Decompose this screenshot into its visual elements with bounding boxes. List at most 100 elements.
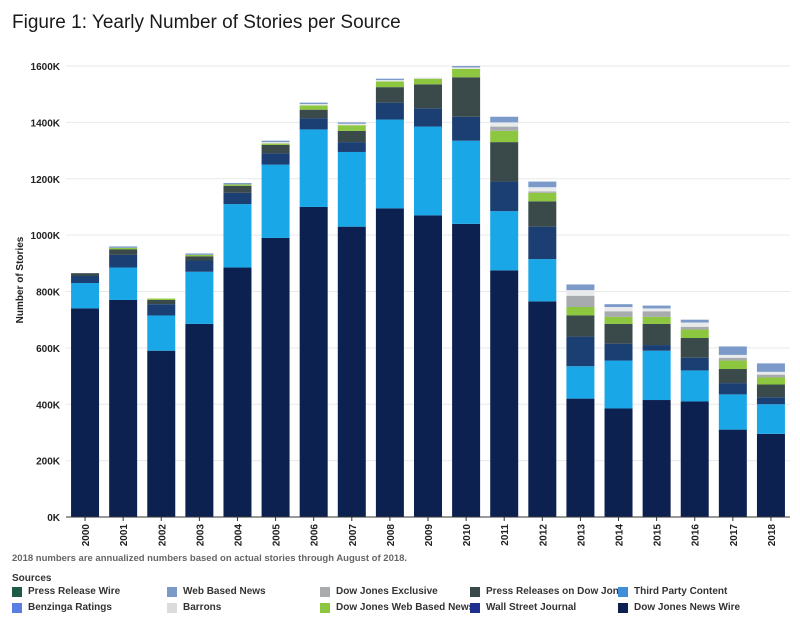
bar-segment bbox=[566, 336, 595, 367]
x-tick-label: 2001 bbox=[119, 524, 130, 547]
legend-item[interactable]: Press Releases on Dow Jon.. bbox=[470, 586, 624, 597]
bar-segment bbox=[223, 182, 252, 185]
bar-segment bbox=[528, 301, 557, 517]
bar-segment bbox=[490, 122, 519, 127]
bar-segment bbox=[337, 125, 366, 131]
legend-label: Press Release Wire bbox=[28, 586, 121, 597]
bar-segment bbox=[604, 307, 633, 312]
bar-segment bbox=[604, 316, 633, 324]
x-tick-label: 2010 bbox=[462, 524, 473, 547]
legend-item[interactable]: Third Party Content bbox=[618, 586, 727, 597]
bar-segment bbox=[528, 201, 557, 227]
bar-segment bbox=[718, 429, 747, 517]
legend-item[interactable]: Dow Jones News Wire bbox=[618, 602, 740, 613]
bar-segment bbox=[528, 191, 557, 193]
legend-item[interactable]: Barrons bbox=[167, 602, 221, 613]
y-tick-label: 1600K bbox=[31, 62, 61, 73]
legend-item[interactable]: Press Release Wire bbox=[12, 586, 120, 597]
bar-segment bbox=[185, 260, 214, 272]
bar-segment bbox=[109, 249, 138, 255]
legend-label: Dow Jones Exclusive bbox=[336, 586, 438, 597]
y-tick-label: 200K bbox=[36, 457, 61, 468]
bar-segment bbox=[414, 215, 442, 518]
bar-segment bbox=[337, 123, 366, 126]
bar-segment bbox=[261, 142, 290, 144]
bar-segment bbox=[109, 267, 138, 300]
bar-segment bbox=[566, 307, 595, 316]
x-axis-ticks: 2000 2001 2002 2003 2004 2005 2006 2007 2008 2009… bbox=[81, 517, 778, 546]
bar-segment bbox=[337, 130, 366, 143]
bar-segment bbox=[147, 350, 176, 517]
y-tick-label: 1400K bbox=[31, 118, 61, 129]
bar-segment bbox=[337, 151, 366, 227]
x-tick-label: 2002 bbox=[157, 524, 168, 547]
legend-item[interactable]: Benzinga Ratings bbox=[12, 602, 112, 613]
bar-segment bbox=[452, 140, 481, 224]
bar-segment bbox=[718, 383, 747, 395]
bar-segment bbox=[375, 119, 404, 209]
bar-segment bbox=[147, 304, 176, 316]
bar-segment bbox=[642, 350, 671, 401]
bar-segment bbox=[261, 143, 290, 145]
bar-segment bbox=[642, 345, 671, 351]
bar-segment bbox=[299, 102, 328, 105]
bar-segment bbox=[604, 323, 633, 344]
bar-segment bbox=[261, 140, 290, 143]
bar-segment bbox=[414, 84, 442, 109]
bar-segment bbox=[718, 394, 747, 430]
bar-segment bbox=[604, 311, 633, 317]
y-tick-label: 800K bbox=[36, 288, 61, 299]
legend-label: Web Based News bbox=[183, 586, 266, 597]
stacked-bar-chart: 0K 200K 400K 600K 800K 1000K 1200K 1400K 1600K N… bbox=[15, 62, 790, 546]
bar-segment bbox=[452, 66, 481, 68]
x-tick-label: 2003 bbox=[195, 524, 206, 547]
bar-segment bbox=[185, 254, 214, 257]
legend-label: Third Party Content bbox=[634, 586, 728, 597]
bar-segment bbox=[528, 259, 557, 302]
bar-segment bbox=[718, 354, 747, 358]
bar-segment bbox=[756, 384, 785, 398]
bar-segment bbox=[566, 398, 595, 517]
legend-swatch bbox=[167, 602, 177, 613]
bar-segment bbox=[490, 211, 519, 271]
bar-segment bbox=[261, 237, 290, 517]
y-axis-ticks: 0K 200K 400K 600K 800K 1000K 1200K 1400K 1600K bbox=[31, 62, 61, 524]
bar-segment bbox=[452, 116, 481, 141]
bar-segment bbox=[642, 308, 671, 312]
x-tick-label: 2009 bbox=[424, 524, 435, 547]
bar-segment bbox=[756, 377, 785, 385]
legend-label: Benzinga Ratings bbox=[28, 602, 112, 613]
bar-segment bbox=[299, 206, 328, 517]
legend-item[interactable]: Web Based News bbox=[167, 586, 266, 597]
bar-segment bbox=[566, 366, 595, 399]
legend-label: Barrons bbox=[183, 602, 222, 613]
bar-segment bbox=[109, 246, 138, 248]
bar-segment bbox=[756, 397, 785, 405]
bar-segment bbox=[604, 304, 633, 308]
bar-segment bbox=[528, 181, 557, 188]
bar-segment bbox=[566, 315, 595, 337]
legend-item[interactable]: Wall Street Journal bbox=[470, 602, 576, 613]
x-tick-label: 2015 bbox=[653, 524, 664, 547]
bar-segment bbox=[299, 118, 328, 130]
bar-segment bbox=[642, 316, 671, 324]
x-tick-label: 2004 bbox=[233, 524, 244, 547]
legend-item[interactable]: Dow Jones Web Based News bbox=[320, 602, 474, 613]
x-tick-label: 2006 bbox=[310, 524, 321, 547]
bar-segment bbox=[718, 360, 747, 370]
bar-segment bbox=[223, 184, 252, 186]
legend-item[interactable]: Dow Jones Exclusive bbox=[320, 586, 438, 597]
x-tick-label: 2000 bbox=[81, 524, 92, 547]
legend-label: Dow Jones News Wire bbox=[634, 602, 741, 613]
y-tick-label: 1000K bbox=[31, 231, 61, 242]
bar-segment bbox=[528, 187, 557, 192]
legend-swatch bbox=[470, 602, 480, 613]
bar-segment bbox=[185, 323, 214, 517]
x-tick-label: 2014 bbox=[615, 524, 626, 547]
bar-segment bbox=[375, 80, 404, 82]
bar-segment bbox=[414, 108, 442, 127]
bar-segment bbox=[147, 298, 176, 300]
x-tick-label: 2016 bbox=[691, 524, 702, 547]
bar-segment bbox=[299, 109, 328, 119]
bar-segment bbox=[261, 164, 290, 238]
